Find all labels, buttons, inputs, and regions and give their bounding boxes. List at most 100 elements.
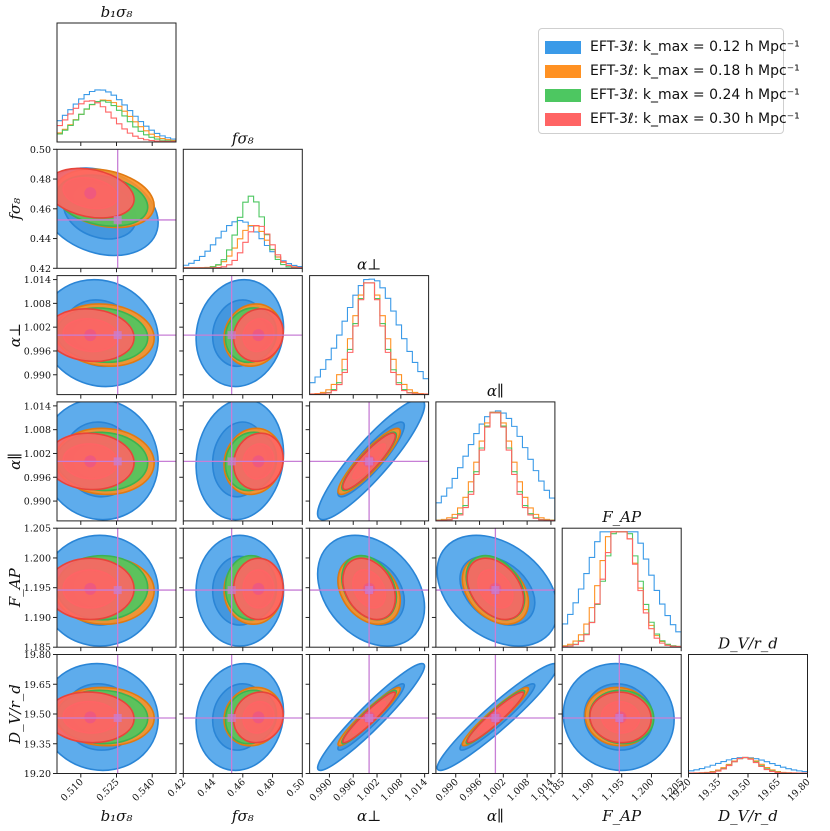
x-axis-label: F_AP xyxy=(601,807,642,825)
legend-item: EFT-3ℓ: k_max = 0.30 h Mpc⁻¹ xyxy=(545,110,800,128)
y-axis-label: α∥ xyxy=(6,453,24,470)
panel-title: α∥ xyxy=(487,382,504,400)
fiducial-marker xyxy=(113,457,122,466)
panel-frame xyxy=(561,527,682,648)
histogram-series xyxy=(562,531,682,648)
x-tick-label: 1.002 xyxy=(481,777,508,804)
y-axis-label: α⊥ xyxy=(6,323,24,347)
histogram-series xyxy=(435,411,555,521)
y-tick-label: 1.190 xyxy=(24,613,51,624)
x-tick-label: 1.195 xyxy=(600,777,627,804)
x-tick-label: 0.510 xyxy=(59,777,86,804)
histogram-series xyxy=(309,278,429,395)
x-tick-label: 1.008 xyxy=(379,777,406,804)
legend-label: EFT-3ℓ: k_max = 0.12 h Mpc⁻¹ xyxy=(590,39,800,55)
contour-panel xyxy=(431,527,556,652)
x-tick-label: 0.42 xyxy=(166,777,189,800)
y-tick-label: 19.65 xyxy=(24,680,51,691)
fiducial-marker xyxy=(227,713,236,722)
panel-content xyxy=(435,410,555,521)
histogram-series xyxy=(435,412,555,521)
fiducial-marker xyxy=(365,586,374,595)
fiducial-marker xyxy=(227,457,236,466)
y-tick-label: 0.46 xyxy=(30,204,51,215)
contour-panel xyxy=(305,401,430,525)
y-tick-label: 0.48 xyxy=(30,175,51,186)
histogram-series xyxy=(688,757,808,774)
y-axis-label: fσ₈ xyxy=(6,198,24,221)
y-tick-label: 1.014 xyxy=(24,275,51,286)
contour-1sigma xyxy=(54,171,127,214)
fiducial-marker xyxy=(615,713,624,722)
legend-item: EFT-3ℓ: k_max = 0.24 h Mpc⁻¹ xyxy=(545,86,800,104)
histogram-series xyxy=(57,100,176,142)
histogram-series xyxy=(309,282,429,395)
panel-content xyxy=(54,149,176,268)
contour-1sigma xyxy=(243,570,274,608)
y-tick-label: 0.990 xyxy=(24,497,51,508)
x-tick-label: 0.48 xyxy=(255,777,278,800)
panel-content xyxy=(183,528,302,648)
x-tick-label: 1.190 xyxy=(570,777,597,804)
panel-content xyxy=(183,275,302,395)
panel-content xyxy=(309,654,429,774)
x-tick-label: 0.44 xyxy=(195,777,218,800)
x-tick-label: 1.002 xyxy=(355,777,382,804)
histogram-series xyxy=(309,282,429,395)
histogram-panel: fσ₈ xyxy=(182,129,303,273)
panel-title: fσ₈ xyxy=(231,129,254,147)
panel-content xyxy=(309,401,429,521)
panel-content xyxy=(57,275,176,395)
panel-frame xyxy=(435,401,556,522)
histogram-panel: α⊥ xyxy=(309,256,430,399)
x-tick-label: 0.50 xyxy=(285,777,308,800)
legend-item: EFT-3ℓ: k_max = 0.18 h Mpc⁻¹ xyxy=(545,62,800,80)
y-tick-label: 1.205 xyxy=(24,524,51,535)
histogram-panel: 19.20 19.35 19.50 19.65 19.80D_V/r_d xyxy=(667,635,813,804)
y-tick-label: 0.42 xyxy=(30,264,51,275)
fiducial-marker xyxy=(227,331,236,340)
panel-content xyxy=(435,654,555,774)
panel-content xyxy=(183,401,302,521)
histogram-series xyxy=(562,531,682,648)
y-tick-label: 0.50 xyxy=(30,145,51,156)
legend: EFT-3ℓ: k_max = 0.12 h Mpc⁻¹ EFT-3ℓ: k_m… xyxy=(538,28,800,134)
panel-frame xyxy=(309,275,430,396)
legend-swatch xyxy=(545,112,581,126)
histogram-series xyxy=(309,282,429,395)
y-tick-label: 0.990 xyxy=(24,370,51,381)
panel-content xyxy=(57,401,176,521)
x-tick-label: 0.990 xyxy=(434,777,461,804)
panel-title: F_AP xyxy=(601,508,642,526)
histogram-series xyxy=(57,100,176,142)
x-tick-label: 19.35 xyxy=(696,777,723,804)
panel-frame xyxy=(688,654,808,774)
x-tick-label: 0.525 xyxy=(95,777,122,804)
y-tick-label: 1.185 xyxy=(24,643,51,654)
contour-panel xyxy=(179,401,303,525)
x-axis-label: fσ₈ xyxy=(231,807,254,825)
y-tick-label: 0.996 xyxy=(24,346,51,357)
contour-panel xyxy=(305,527,430,652)
x-axis-label: D_V/r_d xyxy=(717,807,778,825)
y-tick-label: 19.80 xyxy=(24,650,51,661)
y-tick-label: 19.50 xyxy=(24,710,51,721)
x-axis-label: α⊥ xyxy=(357,807,381,825)
fiducial-marker xyxy=(113,586,122,595)
x-tick-label: 0.996 xyxy=(458,777,485,804)
histogram-series xyxy=(183,220,303,269)
y-tick-label: 1.200 xyxy=(24,553,51,564)
contour-panel xyxy=(179,275,303,399)
x-tick-label: 19.65 xyxy=(756,777,783,804)
panel-content xyxy=(57,528,176,648)
x-axis-label: α∥ xyxy=(487,807,504,825)
histogram-series xyxy=(688,756,808,774)
panel-content xyxy=(183,195,303,269)
panel-content xyxy=(57,654,176,774)
histogram-series xyxy=(688,756,808,774)
x-tick-label: 0.996 xyxy=(331,777,358,804)
